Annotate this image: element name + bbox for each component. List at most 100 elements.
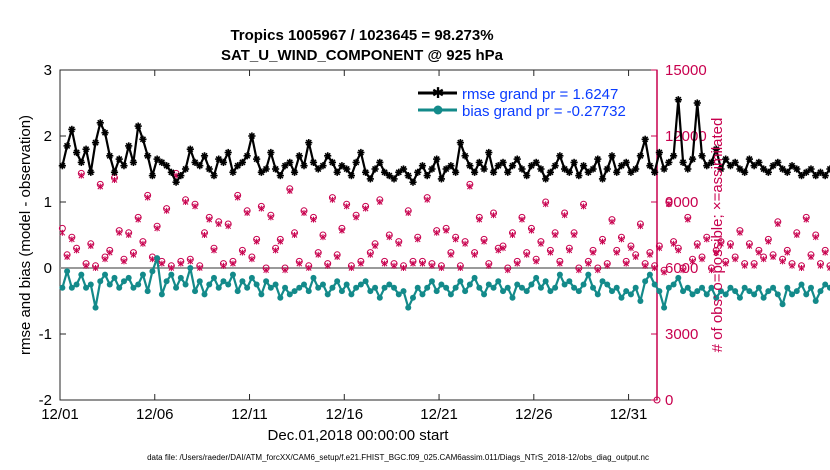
bias-point [807, 284, 814, 291]
bias-point [462, 288, 469, 295]
rmse-point-stroke [87, 169, 94, 176]
rmse-point-stroke [670, 152, 677, 159]
obs-assimilated-point [623, 260, 630, 267]
rmse-point [665, 158, 673, 166]
rmse-point-stroke [191, 159, 199, 166]
bias-point [301, 281, 308, 288]
rmse-point [788, 162, 796, 170]
obs-assimilated-point [675, 247, 682, 254]
rmse-point-stroke [234, 162, 241, 169]
rmse-point-stroke [101, 129, 109, 136]
rmse-point-stroke [353, 159, 360, 166]
obs-assimilated-point [286, 188, 293, 194]
bias-point [713, 294, 720, 301]
rmse-point-stroke [390, 175, 398, 183]
obs-assimilated-point [737, 229, 743, 236]
bias-point [642, 278, 649, 285]
bias-point [215, 284, 222, 291]
rmse-point [366, 175, 374, 183]
rmse-point-stroke [618, 162, 625, 169]
rmse-point-stroke [485, 149, 492, 156]
rmse-point [703, 162, 711, 170]
obs-possible-point [653, 396, 661, 404]
obs-assimilated-point [310, 216, 317, 223]
obs-assimilated-point [490, 212, 497, 219]
rmse-point-stroke [239, 159, 246, 166]
obs-assimilated-point [225, 223, 232, 230]
rmse-point-stroke [518, 165, 526, 173]
x-tick-label: 12/31 [610, 406, 648, 423]
obs-assimilated-point [542, 201, 549, 208]
obs-assimilated-point [637, 223, 644, 230]
rmse-point [622, 158, 630, 166]
rmse-point-stroke [784, 169, 791, 176]
rmse-point [248, 132, 256, 140]
bias-point [727, 284, 734, 291]
obs-assimilated-point [528, 227, 535, 234]
bias-point [225, 281, 232, 288]
rmse-point-stroke [627, 169, 635, 176]
rmse-point [371, 165, 379, 173]
bias-point [741, 284, 748, 291]
obs-assimilated-point [329, 196, 336, 203]
obs-assimilated-point [144, 194, 151, 201]
obs-assimilated-point [462, 240, 468, 247]
obs-assimilated-point [343, 203, 350, 210]
bias-point [523, 288, 530, 295]
obs-assimilated-point [699, 256, 705, 263]
bias-point [495, 278, 502, 285]
obs-assimilated-point [78, 172, 85, 179]
bias-point [253, 281, 260, 288]
obs-assimilated-point [244, 210, 251, 216]
rmse-point-stroke [168, 169, 175, 176]
x-tick-label: 12/11 [231, 406, 267, 423]
bias-point [736, 294, 743, 301]
y-right-tick-label: 15000 [665, 62, 707, 79]
rmse-point [423, 172, 431, 180]
obs-assimilated-point [130, 251, 137, 258]
rmse-point-stroke [296, 152, 303, 159]
rmse-point [575, 172, 583, 180]
rmse-point [518, 165, 526, 173]
rmse-point [504, 168, 512, 176]
rmse-point-stroke [319, 162, 327, 169]
rmse-point-stroke [447, 162, 455, 169]
bias-point [267, 284, 274, 291]
rmse-point-stroke [495, 162, 502, 169]
obs-assimilated-point [429, 262, 435, 269]
rmse-point-stroke [215, 155, 222, 163]
obs-assimilated-point [272, 247, 279, 254]
rmse-point [352, 158, 360, 166]
rmse-point [314, 165, 322, 173]
bias-point [329, 284, 336, 291]
bias-point [182, 281, 189, 288]
rmse-point [646, 162, 654, 170]
rmse-point-stroke [63, 142, 71, 150]
obs-assimilated-point [424, 196, 431, 203]
bias-point [282, 284, 289, 291]
y-tick-label: 0 [44, 260, 52, 277]
rmse-point-stroke [409, 179, 417, 186]
bias-point [509, 294, 516, 301]
rmse-point [447, 162, 455, 170]
bias-point [419, 291, 426, 298]
y-tick-label: 1 [44, 194, 52, 211]
rmse-point [565, 168, 573, 176]
rmse-point-stroke [480, 165, 488, 173]
rmse-point [200, 152, 209, 160]
bias-point [433, 288, 440, 295]
bias-point [604, 281, 611, 288]
bias-point [613, 284, 620, 291]
rmse-point-stroke [244, 152, 251, 159]
obs-assimilated-point [689, 258, 696, 265]
obs-assimilated-point [163, 207, 170, 214]
bias-point [139, 271, 146, 278]
rmse-point-stroke [220, 159, 227, 166]
obs-assimilated-point [305, 265, 312, 271]
rmse-point-stroke [106, 152, 113, 159]
bias-point [59, 284, 66, 291]
rmse-point [542, 175, 550, 183]
rmse-point [812, 172, 820, 180]
bias-point [97, 278, 104, 285]
legend-bias-label: bias grand pr = -0.27732 [462, 103, 626, 120]
